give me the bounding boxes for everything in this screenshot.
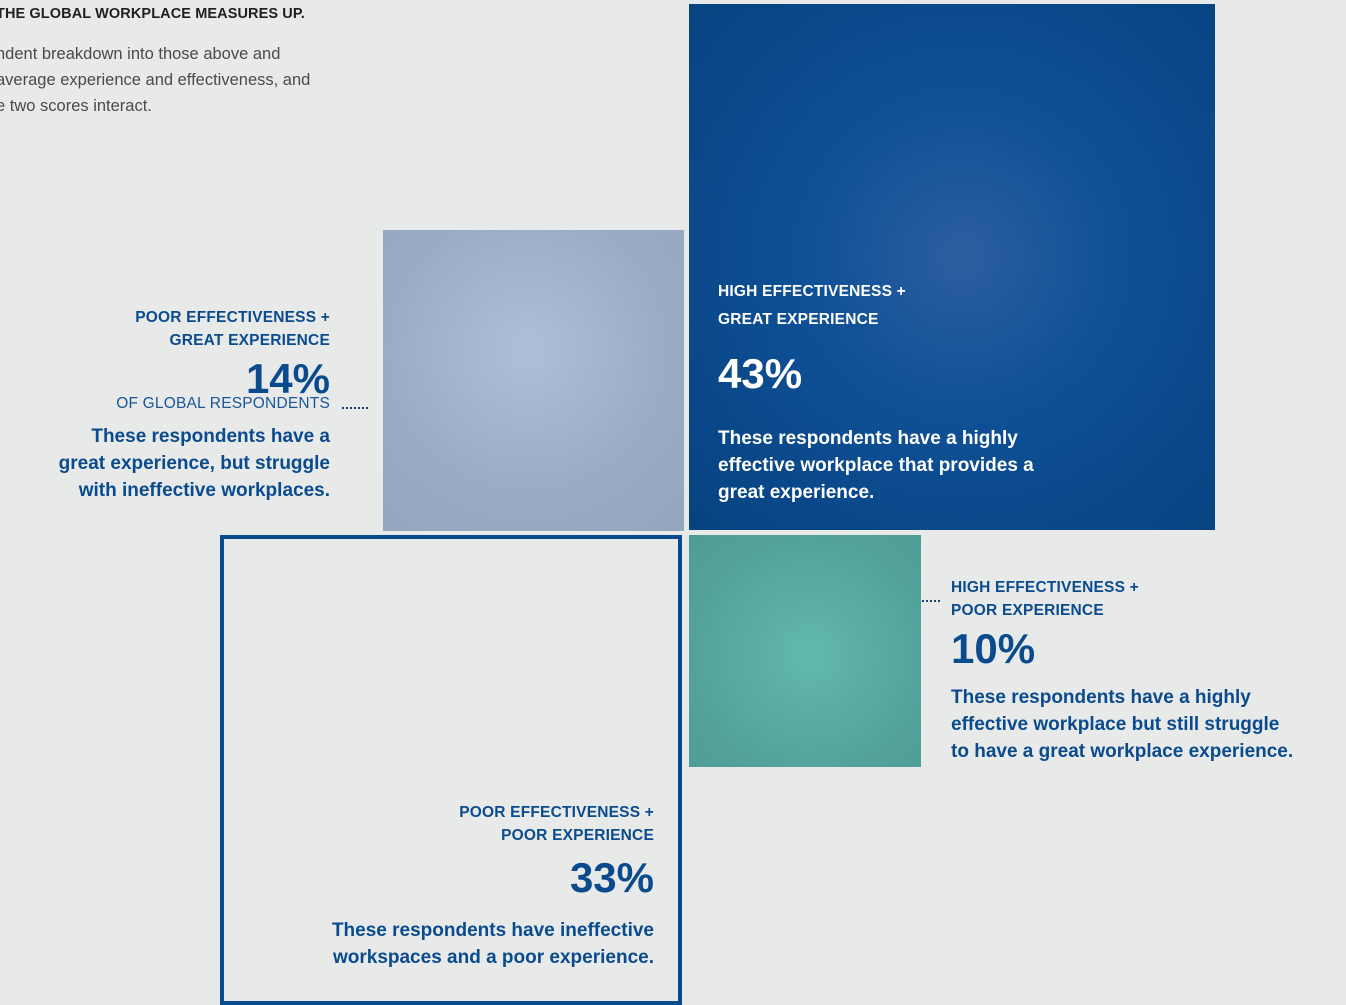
- segment-high-poor: HIGH EFFECTIVENESS + POOR EXPERIENCE 10%…: [951, 576, 1346, 765]
- segment-label: HIGH EFFECTIVENESS + POOR EXPERIENCE: [951, 579, 1139, 619]
- segment-percent: 33%: [569, 854, 654, 901]
- segment-description: These respondents have ineffective works…: [331, 920, 654, 968]
- intro-heading: THE GLOBAL WORKPLACE MEASURES UP.: [0, 6, 305, 22]
- segment-high-great: HIGH EFFECTIVENESS + GREAT EXPERIENCE 43…: [718, 278, 1198, 506]
- segment-poor-poor: POOR EFFECTIVENESS + POOR EXPERIENCE 33%…: [240, 801, 654, 971]
- intro-text: ndent breakdown into those above and ave…: [0, 45, 311, 115]
- segment-description: These respondents have a great experienc…: [58, 426, 330, 501]
- segment-percent: 14%: [245, 355, 330, 402]
- connector-dots-high-poor: [922, 600, 940, 602]
- square-poor-great: [383, 230, 684, 531]
- segment-label: POOR EFFECTIVENESS + GREAT EXPERIENCE: [135, 309, 330, 349]
- segment-poor-great: POOR EFFECTIVENESS + GREAT EXPERIENCE 14…: [0, 306, 330, 504]
- segment-percent: 43%: [718, 350, 803, 397]
- segment-description: These respondents have a highly effectiv…: [951, 687, 1294, 762]
- segment-label: HIGH EFFECTIVENESS + GREAT EXPERIENCE: [718, 283, 906, 328]
- segment-label: POOR EFFECTIVENESS + POOR EXPERIENCE: [459, 804, 654, 844]
- segment-percent: 10%: [951, 625, 1036, 672]
- square-high-poor: [689, 535, 921, 767]
- connector-dots-poor-great: [342, 407, 368, 409]
- segment-subtext: OF GLOBAL RESPONDENTS: [116, 395, 330, 412]
- square-high-great: [689, 4, 1215, 530]
- segment-description: These respondents have a highly effectiv…: [718, 428, 1034, 503]
